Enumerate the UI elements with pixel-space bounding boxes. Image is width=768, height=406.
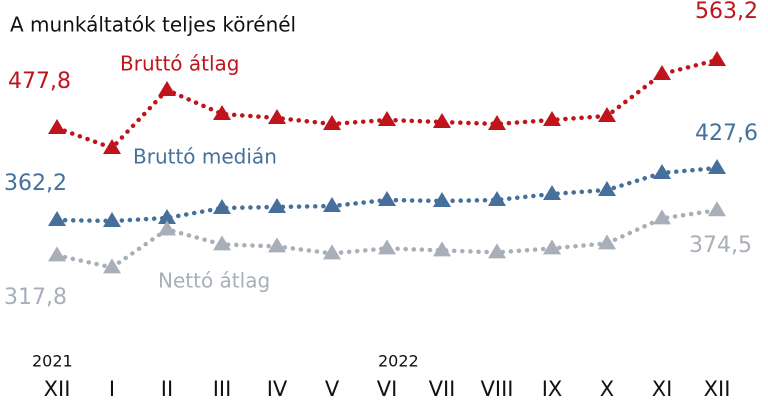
marker [488, 115, 506, 131]
marker [213, 104, 231, 120]
x-tick-label: III [213, 377, 232, 401]
x-tick-label: VII [429, 377, 456, 401]
marker [323, 244, 341, 260]
chart-subtitle: A munkáltatók teljes körénél [10, 13, 296, 37]
series-label: Bruttó átlag [120, 52, 240, 76]
marker [268, 237, 286, 253]
marker [488, 190, 506, 206]
data-label: 374,5 [689, 233, 752, 258]
marker [268, 197, 286, 213]
marker [543, 110, 561, 126]
marker [48, 118, 66, 134]
marker [378, 110, 396, 126]
marker [653, 163, 671, 179]
marker [158, 220, 176, 236]
marker [433, 192, 451, 208]
marker [103, 211, 121, 227]
marker [708, 158, 726, 174]
marker [103, 138, 121, 154]
series-label: Nettó átlag [158, 269, 270, 293]
marker [268, 108, 286, 124]
series-label: Bruttó medián [133, 145, 277, 169]
marker [213, 235, 231, 251]
x-tick-label: V [325, 377, 340, 401]
data-label: 427,6 [695, 121, 758, 146]
marker [48, 246, 66, 262]
marker [378, 239, 396, 255]
marker [433, 113, 451, 129]
x-tick-label: II [161, 377, 173, 401]
marker [653, 64, 671, 80]
x-tick-label: X [600, 377, 614, 401]
data-label: 477,8 [8, 69, 71, 94]
year-label: 2021 [32, 352, 73, 371]
marker [653, 209, 671, 225]
marker [598, 234, 616, 250]
x-tick-label: XII [704, 377, 731, 401]
x-tick-label: XI [652, 377, 673, 401]
marker [48, 211, 66, 227]
marker [158, 208, 176, 224]
marker [708, 50, 726, 66]
x-tick-label: VI [377, 377, 398, 401]
marker [158, 81, 176, 97]
marker [598, 106, 616, 122]
x-tick-label: IV [267, 377, 288, 401]
marker [433, 241, 451, 257]
x-tick-label: I [109, 377, 115, 401]
x-tick-label: IX [542, 377, 563, 401]
marker [488, 243, 506, 259]
marker [103, 258, 121, 274]
data-label: 317,8 [4, 285, 67, 310]
data-label: 563,2 [695, 0, 758, 24]
data-label: 362,2 [4, 171, 67, 196]
marker [323, 197, 341, 213]
marker [323, 115, 341, 131]
x-tick-label: XII [44, 377, 71, 401]
year-label: 2022 [378, 352, 419, 371]
marker [378, 190, 396, 206]
marker [543, 239, 561, 255]
marker [543, 185, 561, 201]
marker [213, 199, 231, 215]
x-tick-label: VIII [481, 377, 514, 401]
marker [708, 201, 726, 217]
marker [598, 181, 616, 197]
